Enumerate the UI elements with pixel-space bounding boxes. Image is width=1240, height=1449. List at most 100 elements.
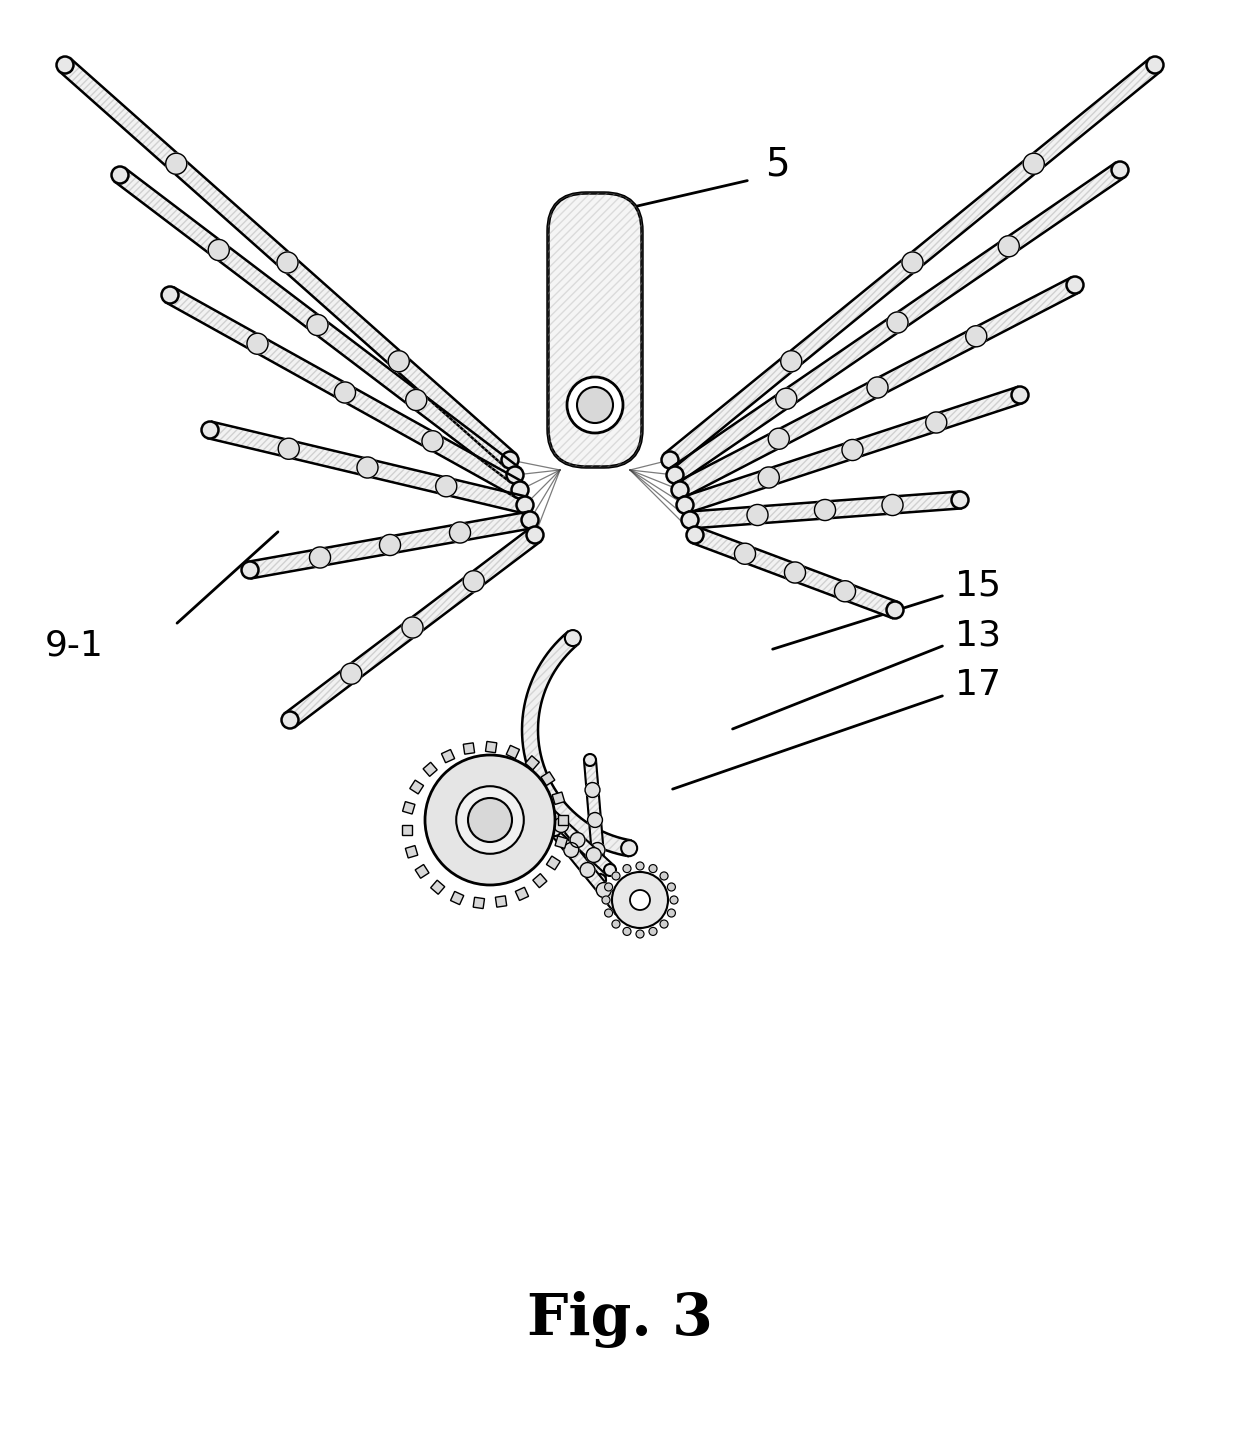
Circle shape <box>926 412 947 433</box>
Circle shape <box>277 252 298 272</box>
Circle shape <box>672 481 688 498</box>
Circle shape <box>580 862 595 878</box>
Circle shape <box>208 239 229 261</box>
Polygon shape <box>676 277 1079 497</box>
Polygon shape <box>584 759 606 881</box>
Circle shape <box>335 383 356 403</box>
Bar <box>547 856 560 869</box>
Circle shape <box>357 456 378 478</box>
Circle shape <box>564 842 579 858</box>
Circle shape <box>112 167 129 184</box>
Circle shape <box>605 909 613 917</box>
Bar <box>486 742 497 752</box>
Bar <box>496 895 507 907</box>
Circle shape <box>636 930 644 938</box>
Bar <box>474 897 485 909</box>
Bar <box>441 749 455 762</box>
Bar <box>552 793 564 804</box>
Circle shape <box>758 467 779 488</box>
Circle shape <box>815 500 836 520</box>
Circle shape <box>901 252 923 272</box>
Circle shape <box>1012 387 1028 403</box>
Polygon shape <box>682 387 1023 513</box>
Text: 9-1: 9-1 <box>45 627 104 662</box>
Circle shape <box>1066 277 1084 294</box>
Circle shape <box>746 504 768 526</box>
Circle shape <box>630 890 650 910</box>
Circle shape <box>781 351 802 372</box>
Circle shape <box>278 438 299 459</box>
Circle shape <box>667 909 676 917</box>
Circle shape <box>341 664 362 684</box>
Circle shape <box>585 782 600 797</box>
FancyBboxPatch shape <box>548 193 642 467</box>
Bar <box>556 836 568 848</box>
Circle shape <box>554 817 569 832</box>
Bar <box>403 801 415 814</box>
Circle shape <box>776 388 797 409</box>
Circle shape <box>998 236 1019 256</box>
Circle shape <box>464 571 485 591</box>
Circle shape <box>687 526 703 543</box>
Circle shape <box>882 494 903 516</box>
Circle shape <box>842 439 863 461</box>
Circle shape <box>570 833 585 848</box>
Circle shape <box>677 497 693 513</box>
Bar <box>558 814 568 824</box>
Circle shape <box>661 452 678 468</box>
Circle shape <box>511 481 528 498</box>
Circle shape <box>670 895 678 904</box>
Text: 15: 15 <box>955 568 1001 601</box>
Polygon shape <box>689 491 961 529</box>
Bar <box>541 772 554 785</box>
Circle shape <box>614 904 626 916</box>
Circle shape <box>734 543 755 564</box>
Polygon shape <box>522 632 631 856</box>
Circle shape <box>425 755 556 885</box>
Polygon shape <box>541 806 614 874</box>
Polygon shape <box>60 58 516 467</box>
Text: 5: 5 <box>765 146 790 184</box>
Bar <box>464 743 475 753</box>
Circle shape <box>596 882 611 897</box>
Bar <box>516 887 528 900</box>
Bar <box>423 762 438 777</box>
Bar <box>415 865 429 878</box>
Circle shape <box>769 429 790 449</box>
Circle shape <box>281 711 299 729</box>
Circle shape <box>660 872 668 880</box>
Circle shape <box>590 842 605 858</box>
Text: 13: 13 <box>955 619 1001 652</box>
Circle shape <box>649 865 657 872</box>
Circle shape <box>242 562 258 578</box>
Circle shape <box>467 798 512 842</box>
Circle shape <box>867 377 888 398</box>
Circle shape <box>613 920 620 927</box>
Polygon shape <box>208 422 527 513</box>
Circle shape <box>587 848 601 862</box>
Circle shape <box>161 287 179 303</box>
Polygon shape <box>166 287 525 497</box>
Circle shape <box>539 804 551 816</box>
Circle shape <box>308 314 329 336</box>
Bar <box>533 874 547 888</box>
Circle shape <box>951 491 968 509</box>
Polygon shape <box>551 826 625 914</box>
Bar <box>402 824 412 835</box>
Circle shape <box>682 511 698 529</box>
Bar <box>450 891 464 904</box>
Bar <box>430 880 445 894</box>
Circle shape <box>604 864 616 877</box>
Circle shape <box>567 377 622 433</box>
Circle shape <box>660 920 668 927</box>
Circle shape <box>527 526 543 543</box>
Circle shape <box>422 430 443 452</box>
Circle shape <box>449 522 470 543</box>
Polygon shape <box>248 511 532 578</box>
Polygon shape <box>285 529 541 727</box>
Bar <box>526 756 539 769</box>
Circle shape <box>405 390 427 410</box>
Circle shape <box>594 874 606 885</box>
Circle shape <box>1023 154 1044 174</box>
Circle shape <box>456 787 523 853</box>
